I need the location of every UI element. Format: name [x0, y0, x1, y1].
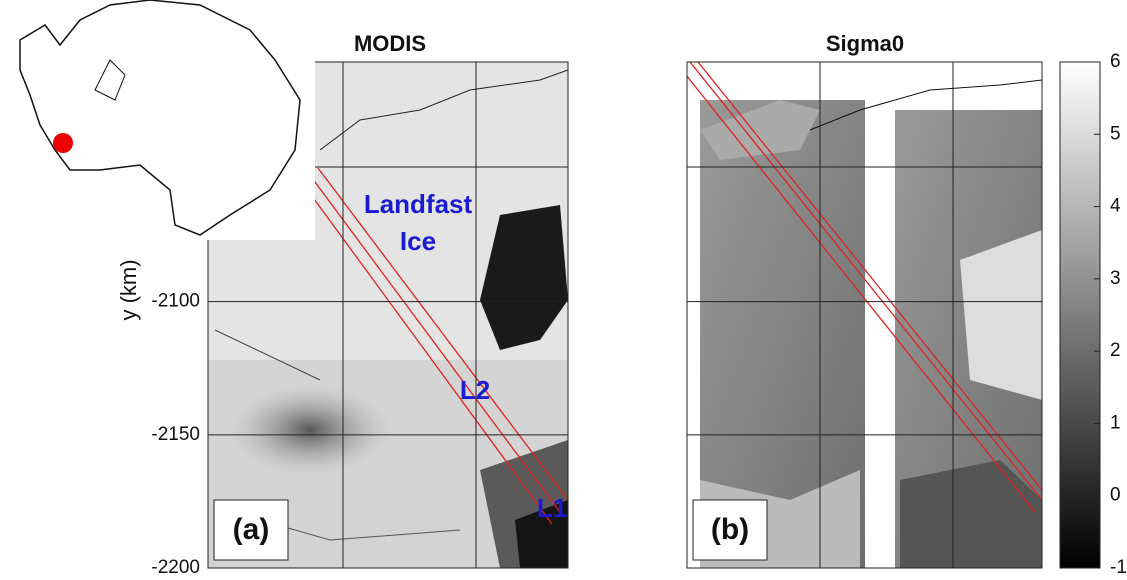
annotation: L1	[537, 493, 567, 523]
y-tick-label: -2150	[151, 424, 200, 445]
annotation: Ice	[400, 226, 436, 256]
y-tick-label: -2200	[151, 557, 200, 578]
y-axis-label: y (km)	[116, 259, 141, 320]
colorbar-tick-label: 5	[1110, 123, 1121, 144]
panel-title: Sigma0	[826, 31, 904, 56]
colorbar-tick-label: 6	[1110, 51, 1121, 72]
colorbar-tick-label: 4	[1110, 196, 1121, 217]
inset-map	[0, 0, 315, 240]
annotation: L2	[460, 375, 490, 405]
panel-label: (b)	[711, 513, 749, 546]
figure: MODIS Sigma0 Landfast Ice L2 L1 (a) (b) …	[0, 0, 1127, 580]
colorbar-tick-label: -1	[1110, 557, 1127, 578]
colorbar	[1060, 62, 1100, 568]
y-tick-label: -2100	[151, 291, 200, 312]
colorbar-tick-label: 3	[1110, 268, 1121, 289]
panel-title: MODIS	[354, 31, 426, 56]
sigma0-image	[682, 62, 1042, 568]
annotation: Landfast	[364, 189, 473, 219]
colorbar-tick-label: 2	[1110, 340, 1121, 361]
panel-label: (a)	[233, 513, 270, 546]
location-dot	[53, 133, 73, 153]
colorbar-tick-label: 0	[1110, 485, 1121, 506]
colorbar-tick-label: 1	[1110, 412, 1121, 433]
